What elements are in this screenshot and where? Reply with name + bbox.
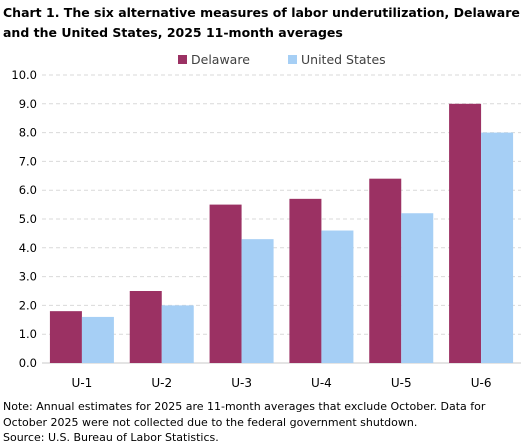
legend-swatch [288, 55, 297, 64]
legend-label: Delaware [191, 52, 250, 67]
bar-delaware-u-1 [49, 311, 82, 363]
bar-delaware-u-2 [129, 291, 162, 363]
x-tick-label: U-1 [72, 376, 93, 390]
y-tick-label: 8.0 [19, 126, 37, 140]
bars [49, 103, 514, 364]
x-axis-tick-labels: U-1 U-2 U-3 U-4 U-5 U-6 [72, 376, 492, 390]
x-tick-label: U-2 [151, 376, 172, 390]
y-tick-label: 6.0 [19, 183, 37, 197]
chart-title: Chart 1. The six alternative measures of… [3, 5, 520, 40]
bar-united-states-u-2 [161, 305, 194, 363]
bar-united-states-u-1 [81, 316, 114, 363]
x-tick-label: U-5 [391, 376, 412, 390]
y-tick-label: 2.0 [19, 298, 37, 312]
bar-united-states-u-4 [321, 230, 354, 363]
y-axis-tick-labels: 0.0 1.0 2.0 3.0 4.0 5.0 6.0 7.0 8.0 9.0 10.0 [11, 68, 37, 370]
y-tick-label: 0.0 [19, 356, 37, 370]
chart-source: Source: U.S. Bureau of Labor Statistics. [3, 431, 219, 444]
bar-delaware-u-5 [369, 178, 402, 363]
legend-swatch [178, 55, 187, 64]
y-tick-label: 3.0 [19, 270, 37, 284]
x-tick-label: U-3 [231, 376, 252, 390]
y-tick-label: 4.0 [19, 241, 37, 255]
y-tick-label: 10.0 [11, 68, 37, 82]
bar-delaware-u-4 [289, 198, 322, 363]
x-tick-label: U-6 [471, 376, 492, 390]
y-tick-label: 1.0 [19, 327, 37, 341]
bar-united-states-u-6 [481, 132, 514, 363]
gridlines [42, 74, 521, 364]
y-tick-label: 5.0 [19, 212, 37, 226]
y-tick-label: 9.0 [19, 97, 37, 111]
bar-delaware-u-6 [449, 103, 482, 364]
legend-label: United States [301, 52, 386, 67]
bar-united-states-u-5 [401, 213, 434, 363]
legend: Delaware United States [178, 52, 386, 67]
chart-note: Note: Annual estimates for 2025 are 11-m… [3, 400, 486, 429]
bar-united-states-u-3 [241, 239, 274, 363]
y-tick-label: 7.0 [19, 154, 37, 168]
bar-delaware-u-3 [209, 204, 242, 363]
x-tick-label: U-4 [311, 376, 332, 390]
